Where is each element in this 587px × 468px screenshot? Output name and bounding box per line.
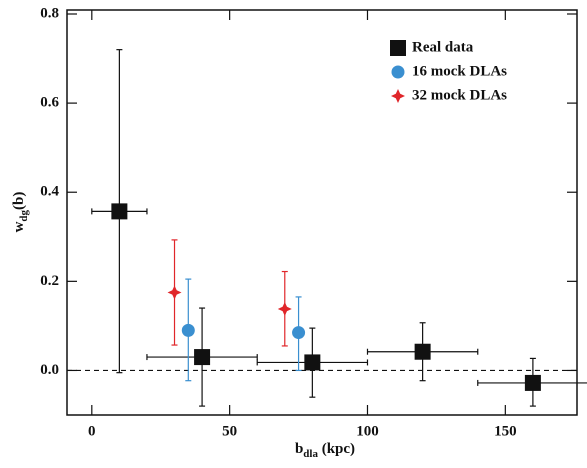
point xyxy=(194,349,211,366)
y-tick-label: 0.6 xyxy=(40,95,59,111)
y-label-sub: dg xyxy=(18,209,30,221)
point xyxy=(167,285,182,300)
x-tick-label: 100 xyxy=(356,423,379,439)
point xyxy=(414,343,431,360)
x-axis-label: bdla (kpc) xyxy=(295,441,355,459)
x-label-sub: dla xyxy=(303,448,318,460)
legend-label: Real data xyxy=(412,39,474,55)
y-tick-label: 0.2 xyxy=(40,273,59,289)
point xyxy=(524,374,541,391)
y-tick-label: 0.4 xyxy=(40,184,59,200)
legend-label: 32 mock DLAs xyxy=(412,87,507,103)
x-tick-label: 50 xyxy=(222,423,237,439)
legend-label: 16 mock DLAs xyxy=(412,63,507,79)
legend-marker xyxy=(390,40,406,56)
point xyxy=(292,326,306,340)
y-axis-label: wdg(b) xyxy=(11,192,29,233)
legend-marker xyxy=(391,65,405,79)
x-label-main: b xyxy=(295,441,303,457)
plot-frame xyxy=(66,9,578,416)
x-label-rest: (kpc) xyxy=(318,441,355,457)
x-tick-label: 0 xyxy=(88,423,96,439)
point xyxy=(111,203,128,220)
y-label-main: w xyxy=(11,221,27,232)
x-tick-label: 150 xyxy=(494,423,517,439)
legend-marker xyxy=(391,89,405,103)
y-tick-label: 0.8 xyxy=(40,5,59,21)
point xyxy=(304,354,321,371)
y-label-rest: (b) xyxy=(11,192,27,210)
y-tick-label: 0.0 xyxy=(40,362,59,378)
point xyxy=(181,323,195,337)
point xyxy=(277,301,292,316)
